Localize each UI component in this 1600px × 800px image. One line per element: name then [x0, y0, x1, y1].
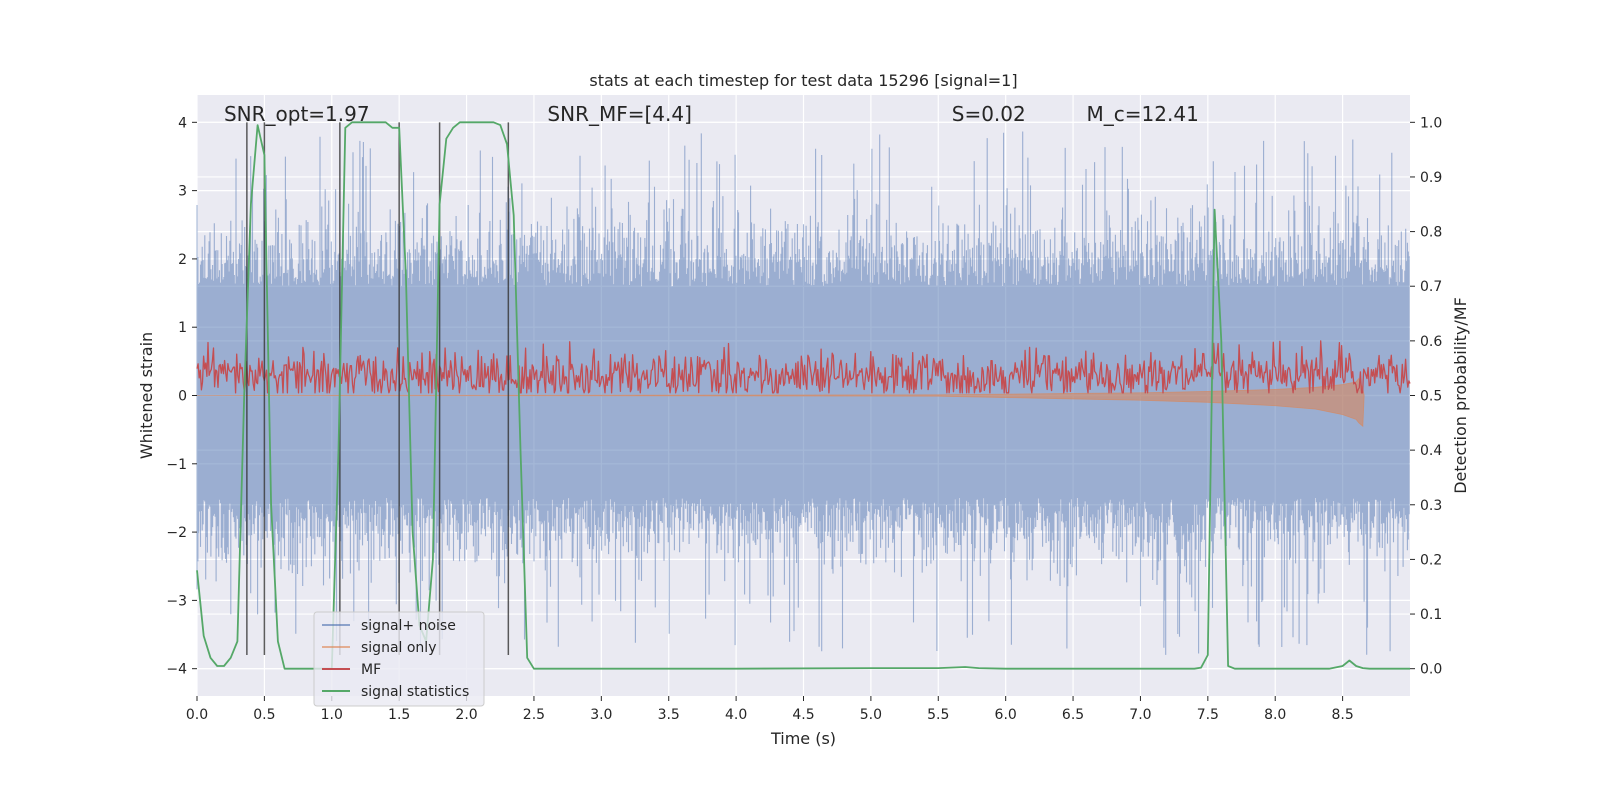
- signal-statistics-series: [196, 121, 1410, 670]
- y-left-tick-label: 4: [178, 115, 187, 131]
- y-left-tick-label: −1: [166, 457, 187, 473]
- legend-label: signal only: [361, 640, 436, 656]
- annotations: SNR_opt=1.97 SNR_MF=[4.4] S=0.02 M_c=12.41: [224, 102, 1199, 126]
- mc-value-annotation: M_c=12.41: [1087, 102, 1199, 126]
- x-tick-label: 5.0: [860, 707, 882, 723]
- signal-statistics-line: [196, 121, 1410, 670]
- y-right-tick-label: 0.6: [1420, 334, 1442, 350]
- snr-mf-annotation: SNR_MF=[4.4]: [547, 102, 691, 126]
- snr-opt-annotation: SNR_opt=1.97: [224, 102, 370, 126]
- y-axis-right-label: Detection probability/MF: [1451, 297, 1470, 494]
- y-left-tick-label: 2: [178, 252, 187, 268]
- detection-marker-lines: [246, 122, 510, 656]
- x-tick-label: 3.5: [658, 707, 680, 723]
- y-right-tick-label: 0.0: [1420, 662, 1442, 678]
- x-tick-label: 1.0: [321, 707, 343, 723]
- y-right-tick-label: 0.3: [1420, 498, 1442, 514]
- y-left-tick-label: −3: [166, 593, 187, 609]
- x-tick-label: 8.5: [1331, 707, 1353, 723]
- legend-label: MF: [361, 662, 381, 678]
- x-tick-label: 2.0: [455, 707, 477, 723]
- x-tick-label: 4.0: [725, 707, 747, 723]
- y-right-tick-label: 0.2: [1420, 552, 1442, 568]
- s-value-annotation: S=0.02: [952, 102, 1026, 126]
- y-right-tick-label: 0.4: [1420, 443, 1442, 459]
- y-right-tick-label: 0.9: [1420, 170, 1442, 186]
- y-axis-left-label: Whitened strain: [137, 332, 156, 459]
- chart-title: stats at each timestep for test data 152…: [589, 71, 1017, 90]
- axes-layer: 0.0 0.5 1.0 1.5 2.0 2.5 3.0 3.5 4.0 4.5 5.0 5.5 6.0 6…: [166, 115, 1442, 723]
- x-tick-label: 7.5: [1197, 707, 1219, 723]
- x-tick-label: 6.5: [1062, 707, 1084, 723]
- x-tick-label: 8.0: [1264, 707, 1286, 723]
- signal-only-series: [196, 377, 1365, 428]
- x-tick-label: 3.0: [590, 707, 612, 723]
- x-axis-label: Time (s): [770, 729, 836, 748]
- x-tick-label: 1.5: [388, 707, 410, 723]
- x-tick-label: 0.5: [253, 707, 275, 723]
- x-tick-label: 2.5: [523, 707, 545, 723]
- y-left-tick-label: 0: [178, 389, 187, 405]
- y-left-tick-label: −4: [166, 662, 187, 678]
- legend-box: [313, 611, 485, 707]
- y-right-tick-label: 0.5: [1420, 389, 1442, 405]
- legend-label: signal+ noise: [361, 618, 456, 634]
- y-left-tick-label: 3: [178, 184, 187, 200]
- signal-only-line: [196, 377, 1365, 428]
- x-tick-label: 0.0: [186, 707, 208, 723]
- y-right-tick-label: 0.1: [1420, 607, 1442, 623]
- y-right-tick-label: 1.0: [1420, 115, 1442, 131]
- y-right-tick-label: 0.7: [1420, 279, 1442, 295]
- y-left-tick-label: −2: [166, 525, 187, 541]
- x-tick-label: 7.0: [1129, 707, 1151, 723]
- y-left-tick-label: 1: [178, 320, 187, 336]
- y-right-tick-label: 0.8: [1420, 225, 1442, 241]
- legend-label: signal statistics: [361, 684, 469, 700]
- x-tick-label: 6.0: [995, 707, 1017, 723]
- x-tick-label: 5.5: [927, 707, 949, 723]
- legend: signal+ noise signal only MF signal statist…: [313, 611, 485, 707]
- x-tick-label: 4.5: [792, 707, 814, 723]
